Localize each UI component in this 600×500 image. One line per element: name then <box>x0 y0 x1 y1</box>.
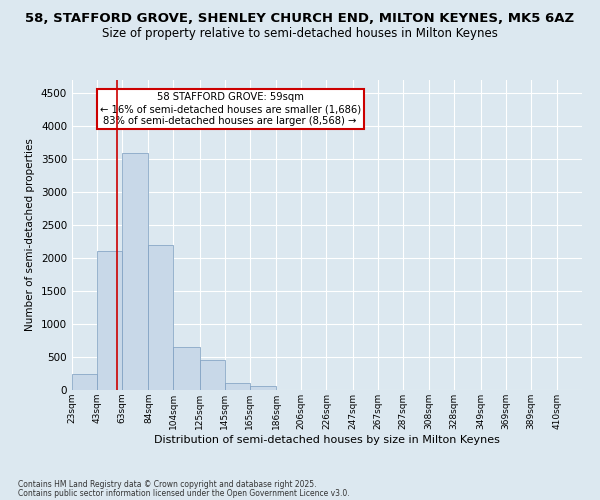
Text: Size of property relative to semi-detached houses in Milton Keynes: Size of property relative to semi-detach… <box>102 28 498 40</box>
Bar <box>173 347 200 390</box>
Bar <box>225 384 250 390</box>
Text: 58 STAFFORD GROVE: 59sqm
← 16% of semi-detached houses are smaller (1,686)
83% o: 58 STAFFORD GROVE: 59sqm ← 16% of semi-d… <box>100 92 361 126</box>
Bar <box>97 252 122 390</box>
Bar <box>148 245 173 390</box>
X-axis label: Distribution of semi-detached houses by size in Milton Keynes: Distribution of semi-detached houses by … <box>154 434 500 444</box>
Text: 58, STAFFORD GROVE, SHENLEY CHURCH END, MILTON KEYNES, MK5 6AZ: 58, STAFFORD GROVE, SHENLEY CHURCH END, … <box>25 12 575 26</box>
Text: Contains HM Land Registry data © Crown copyright and database right 2025.: Contains HM Land Registry data © Crown c… <box>18 480 317 489</box>
Y-axis label: Number of semi-detached properties: Number of semi-detached properties <box>25 138 35 332</box>
Text: Contains public sector information licensed under the Open Government Licence v3: Contains public sector information licen… <box>18 488 350 498</box>
Bar <box>72 374 97 390</box>
Bar <box>200 360 225 390</box>
Bar <box>122 152 148 390</box>
Bar <box>250 386 276 390</box>
